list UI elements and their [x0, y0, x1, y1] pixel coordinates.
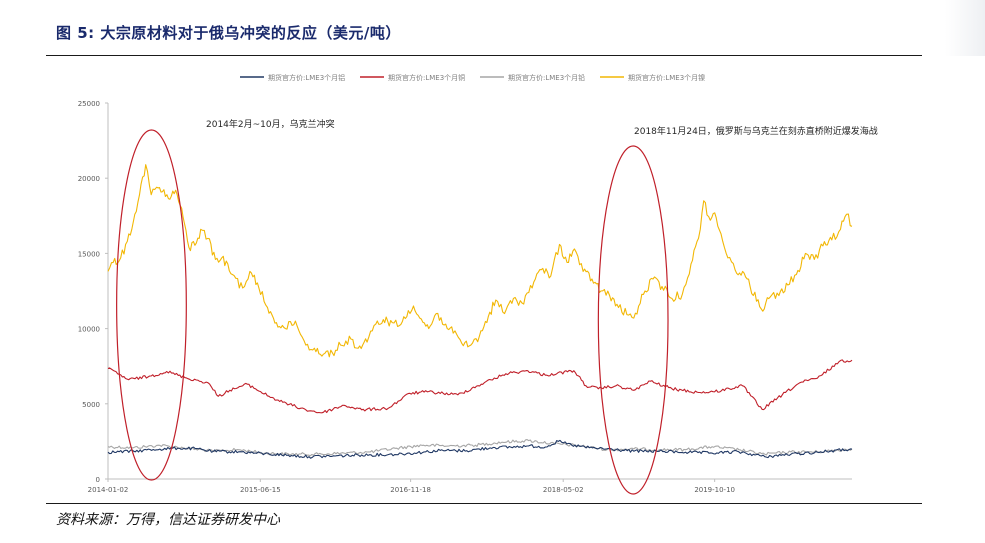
y-tick-label: 5000 — [82, 401, 100, 409]
y-tick-label: 15000 — [78, 250, 100, 258]
series-lines — [107, 164, 853, 459]
y-axis: 0 5000 10000 15000 20000 25000 — [78, 100, 109, 484]
legend-label: 期货官方价:LME3个月铜 — [388, 73, 465, 82]
x-tick-label: 2018-05-02 — [543, 486, 584, 494]
y-tick-label: 25000 — [78, 100, 100, 108]
x-tick-label: 2016-11-18 — [390, 486, 431, 494]
series-line — [107, 439, 853, 457]
y-tick-label: 20000 — [78, 175, 100, 183]
top-rule — [46, 55, 922, 56]
chart-annotations: 2014年2月~10月，乌克兰冲突 2018年11月24日，俄罗斯与乌克兰在刻赤直… — [116, 118, 878, 495]
annotation-label: 2018年11月24日，俄罗斯与乌克兰在刻赤直桥附近爆发海战 — [634, 125, 878, 137]
annotation-label: 2014年2月~10月，乌克兰冲突 — [206, 118, 335, 130]
chart-legend: 期货官方价:LME3个月铝 期货官方价:LME3个月铜 期货官方价:LME3个月铅 期… — [240, 73, 705, 82]
source-note: 资料来源：万得，信达证券研发中心 — [56, 512, 280, 528]
annotation-ellipse — [597, 145, 669, 495]
series-line — [107, 439, 853, 459]
y-tick-label: 10000 — [78, 326, 100, 334]
annotation-ellipse — [116, 129, 187, 481]
corner-shading — [945, 0, 985, 56]
y-tick-label: 0 — [96, 476, 100, 484]
legend-label: 期货官方价:LME3个月镍 — [628, 73, 705, 82]
legend-label: 期货官方价:LME3个月铝 — [268, 73, 345, 82]
series-line — [107, 359, 853, 414]
series-line — [107, 164, 853, 358]
legend-label: 期货官方价:LME3个月铅 — [508, 73, 585, 82]
x-axis: 2014-01-02 2015-06-15 2016-11-18 2018-05-02… — [88, 478, 852, 494]
x-tick-label: 2015-06-15 — [240, 486, 281, 494]
x-tick-label: 2019-10-10 — [694, 486, 735, 494]
x-tick-label: 2014-01-02 — [88, 486, 129, 494]
figure-title: 图 5: 大宗原材料对于俄乌冲突的反应（美元/吨） — [56, 24, 401, 42]
bottom-rule — [46, 503, 922, 504]
